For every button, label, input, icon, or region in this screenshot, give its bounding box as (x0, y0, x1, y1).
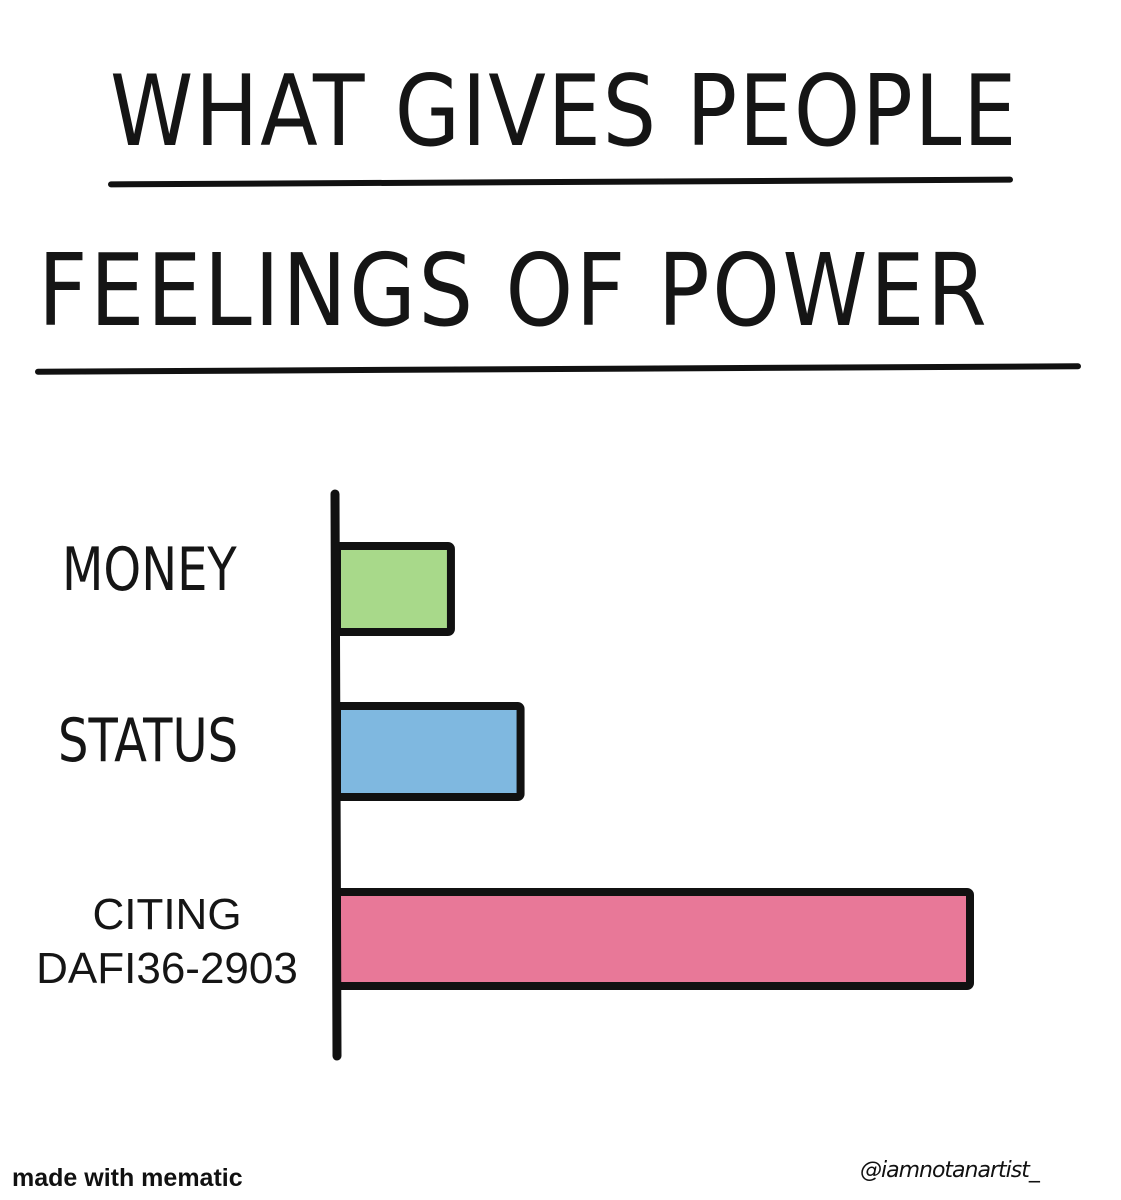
category-label-money: MONEY (62, 535, 237, 605)
y-axis-line (330, 489, 342, 1061)
category-label-citing-line-2: DAFI36-2903 (36, 944, 298, 993)
bar-money (333, 542, 455, 636)
chart-title-line-1: WHAT GIVES PEOPLE (110, 55, 1019, 169)
bar-status (333, 702, 525, 801)
mematic-watermark: made with mematic (12, 1164, 243, 1192)
category-label-citing-line-1: CITING (92, 890, 242, 939)
category-label-citing: CITING DAFI36-2903 (0, 888, 334, 996)
artist-credit: @iamnotanartist_ (860, 1158, 1040, 1183)
chart-title-line-2: FEELINGS OF POWER (38, 232, 990, 349)
category-label-status: STATUS (58, 706, 239, 776)
bar-citing-dafi36-2903 (333, 888, 974, 990)
